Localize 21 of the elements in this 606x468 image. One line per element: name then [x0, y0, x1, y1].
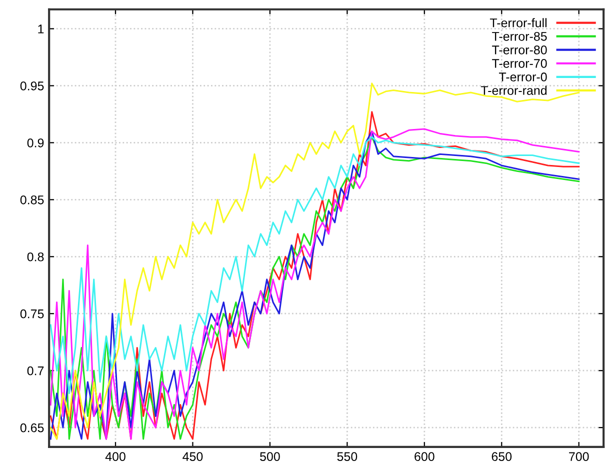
- legend-label: T-error-85: [492, 32, 547, 41]
- legend-label: T-error-rand: [480, 86, 547, 95]
- x-tick-label: 650: [492, 452, 512, 461]
- x-tick-label: 450: [182, 452, 203, 461]
- x-tick-label: 400: [105, 452, 126, 461]
- legend-label: T-error-70: [492, 59, 547, 68]
- y-tick-label: 0.65: [20, 423, 44, 432]
- x-tick-label: 600: [414, 452, 434, 461]
- y-tick-label: 0.8: [27, 252, 44, 262]
- y-tick-label: 0.85: [20, 195, 44, 204]
- x-tick-label: 500: [260, 452, 280, 461]
- legend-label: T-error-full: [490, 18, 546, 28]
- y-tick-label: 0.7: [27, 366, 44, 376]
- y-tick-label: 0.9: [27, 138, 44, 148]
- y-tick-label: 0.95: [20, 82, 44, 90]
- legend-label: T-error-0: [498, 72, 547, 82]
- x-tick-label: 550: [337, 452, 358, 461]
- y-tick-label: 0.75: [20, 309, 44, 318]
- legend-label: T-error-80: [492, 45, 547, 54]
- x-tick-label: 700: [569, 452, 589, 461]
- y-tick-label: 1: [38, 24, 44, 34]
